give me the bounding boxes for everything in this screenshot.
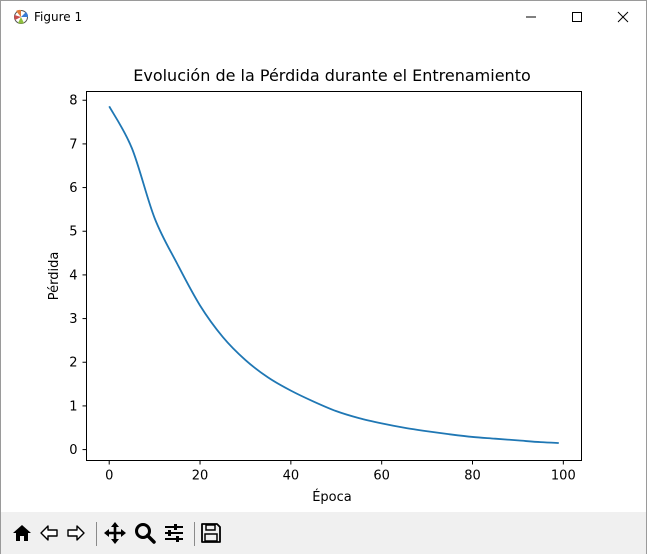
chart-title: Evolución de la Pérdida durante el Entre…	[133, 66, 531, 85]
configure-subplots-icon	[165, 524, 183, 542]
zoom-button[interactable]	[132, 520, 158, 546]
y-tick-label: 7	[69, 137, 77, 152]
title-bar[interactable]: Figure 1	[1, 1, 646, 33]
matplotlib-figure-icon	[12, 8, 30, 26]
x-tick-label: 100	[551, 469, 576, 484]
pan-button[interactable]	[102, 520, 128, 546]
figure-canvas[interactable]: Evolución de la Pérdida durante el Entre…	[2, 33, 645, 512]
x-tick-label: 0	[105, 469, 113, 484]
x-tick-label: 60	[373, 469, 390, 484]
y-tick-label: 3	[69, 312, 77, 327]
y-tick-label: 5	[69, 225, 77, 240]
forward-arrow-icon	[67, 525, 85, 541]
close-button[interactable]	[600, 1, 646, 33]
back-arrow-icon	[40, 525, 58, 541]
x-axis: 0 20 40 60 80 100	[105, 460, 576, 484]
maximize-button[interactable]	[554, 1, 600, 33]
pan-move-icon	[104, 522, 126, 544]
back-button[interactable]	[36, 520, 62, 546]
home-icon	[13, 525, 31, 541]
window-title: Figure 1	[34, 10, 83, 24]
x-tick-label: 20	[192, 469, 209, 484]
y-tick-label: 6	[69, 181, 77, 196]
navigation-toolbar	[1, 512, 646, 554]
x-axis-label: Época	[312, 489, 352, 505]
close-icon	[617, 11, 629, 23]
y-tick-label: 4	[69, 268, 77, 283]
y-tick-label: 1	[69, 399, 77, 414]
home-button[interactable]	[9, 520, 35, 546]
loss-chart: Evolución de la Pérdida durante el Entre…	[47, 66, 582, 505]
minimize-icon	[526, 16, 536, 18]
maximize-icon	[572, 12, 582, 22]
y-tick-label: 2	[69, 356, 77, 371]
x-tick-label: 40	[283, 469, 300, 484]
y-axis: 0 1 2 3 4 5 6 7 8	[69, 94, 87, 458]
plot-area-frame	[86, 91, 582, 461]
y-tick-label: 8	[69, 94, 77, 109]
y-axis-label: Pérdida	[47, 252, 62, 301]
series-layer	[108, 105, 559, 444]
forward-button[interactable]	[63, 520, 89, 546]
save-floppy-icon	[201, 523, 221, 543]
save-button[interactable]	[198, 520, 224, 546]
toolbar-separator	[194, 522, 195, 546]
zoom-magnifier-icon	[135, 523, 156, 544]
x-tick-label: 80	[464, 469, 481, 484]
loss-series-line	[108, 105, 559, 444]
configure-subplots-button[interactable]	[161, 520, 187, 546]
minimize-button[interactable]	[508, 1, 554, 33]
toolbar-separator	[96, 522, 97, 546]
y-tick-label: 0	[69, 443, 77, 458]
